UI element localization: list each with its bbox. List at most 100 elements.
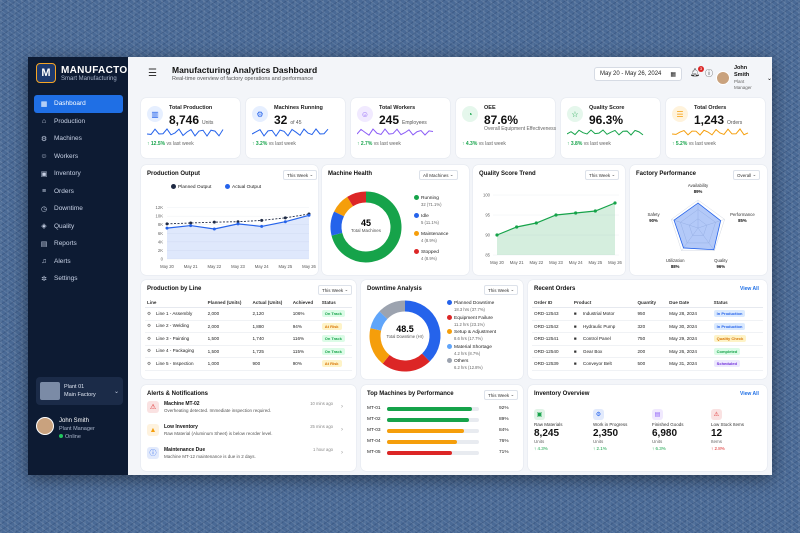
machine-filter-dropdown[interactable]: All Machines ⌄ — [419, 170, 458, 180]
data-point — [212, 220, 216, 224]
inventory-icon: ▣ — [534, 409, 545, 420]
product-icon: ■ — [573, 361, 577, 367]
data-point — [189, 221, 193, 225]
x-tick-label: May 23 — [549, 260, 563, 265]
machine-performance-row[interactable]: MT-01 92% — [367, 406, 509, 411]
help-icon[interactable]: ⓘ — [705, 69, 713, 78]
sidebar-item-production[interactable]: ⌂ Production — [34, 113, 123, 131]
kpi-card-total-orders[interactable]: ☰ Total Orders 1,243 Orders ↑ 5.2% vs last w… — [666, 98, 765, 158]
cell-value: Hydraulic Pump — [582, 323, 616, 329]
sidebar-item-reports[interactable]: ▤ Reports — [34, 235, 123, 253]
kpi-icon: ☆ — [567, 106, 583, 122]
sidebar-nav: ▦ Dashboard ⌂ Production ⚙ Machines ☺ Workers ▣ I… — [34, 95, 123, 288]
machine-performance-row[interactable]: MT-02 89% — [367, 417, 509, 422]
plant-selector[interactable]: Plant 01 Main Factory ⌄ — [36, 377, 123, 405]
hamburger-menu-icon[interactable]: ☰ — [148, 68, 157, 79]
sidebar: M MANUFACTO Smart Manufacturing ▦ Dashboa… — [28, 57, 128, 475]
sidebar-item-settings[interactable]: ✲ Settings — [34, 270, 123, 288]
radar-axis-label: Performance — [730, 212, 755, 217]
kpi-card-total-workers[interactable]: ☺ Total Workers 245 Employees ↑ 2.7% vs last… — [351, 98, 450, 158]
table-row[interactable]: ⚙ Line 5 - Inspection 1,000 900 90% At Risk — [145, 357, 352, 371]
user-role: Plant Manager — [59, 426, 95, 432]
alert-item[interactable]: ⚠ Machine MT-02 Overheating detected. Imme… — [147, 401, 347, 414]
kpi-unit: Orders — [727, 120, 743, 126]
kpi-label: Total Workers — [379, 105, 416, 111]
sidebar-item-label: Downtime — [54, 205, 83, 213]
period-dropdown[interactable]: This Week ⌄ — [318, 285, 353, 295]
alert-title: Low Inventory — [164, 424, 198, 430]
period-dropdown[interactable]: This Week ⌄ — [283, 170, 318, 180]
sidebar-user[interactable]: John Smith Plant Manager Online — [36, 417, 123, 442]
table-row[interactable]: ⚙ Line 2 - Welding 2,000 1,880 94% At Risk — [145, 320, 352, 333]
cell-value: 750 — [637, 336, 646, 342]
table-row[interactable]: ORD-12540 ■ Gear Box 200 May 26, 2024 Complet… — [532, 345, 763, 358]
kpi-card-oee[interactable]: ◔ OEE 87.6% Overall Equipment Effectiveness… — [456, 98, 556, 158]
view-all-inventory-link[interactable]: View All — [740, 391, 759, 397]
production-output-card: Production Output This Week ⌄ Planned Ou… — [141, 165, 318, 275]
inventory-value: 2,350 — [593, 428, 619, 439]
kpi-card-machines-running[interactable]: ⚙ Machines Running 32 of 45 ↑ 3.2% vs last w… — [246, 98, 345, 158]
sidebar-item-inventory[interactable]: ▣ Inventory — [34, 165, 123, 183]
sidebar-item-alerts[interactable]: ♫ Alerts — [34, 253, 123, 271]
data-point — [593, 209, 597, 213]
machine-performance-row[interactable]: MT-04 76% — [367, 439, 509, 444]
table-row[interactable]: ⚙ Line 1 - Assembly 2,000 2,120 106% On Track — [145, 307, 352, 321]
kpi-label: Total Production — [169, 105, 213, 111]
inventory-item[interactable]: ⚙ Work in Progress 2,350 Units ↑ 2.1% — [593, 409, 651, 451]
alert-item[interactable]: ▲ Low Inventory Raw Material (Aluminum She… — [147, 424, 347, 437]
radar-grid — [671, 199, 725, 251]
overall-dropdown[interactable]: Overall ⌄ — [733, 170, 761, 180]
inventory-item[interactable]: ⚠ Low Stock Items 12 Items ↑ 2.8% — [711, 409, 769, 451]
inventory-item[interactable]: ▣ Raw Materials 8,245 Units ↑ 4.3% — [534, 409, 592, 451]
machine-performance-row[interactable]: MT-05 71% — [367, 450, 509, 455]
bell-icon[interactable]: 🔔︎ — [690, 68, 701, 77]
period-dropdown[interactable]: This Week ⌄ — [585, 170, 620, 180]
kpi-card-quality-score[interactable]: ☆ Quality Score 96.3% ↑ 3.8% vs last week — [561, 98, 660, 158]
table-row[interactable]: ORD-12539 ■ Conveyor Belt 500 May 31, 2024 Sc… — [532, 357, 763, 371]
cell-value: 1,740 — [252, 336, 264, 342]
alert-time: 1 hour ago — [312, 447, 333, 452]
column-header: Order ID — [532, 298, 572, 308]
alert-item[interactable]: ⓘ Maintenance Due Machine MT-12 maintenanc… — [147, 447, 347, 460]
table-row[interactable]: ⚙ Line 4 - Packaging 1,500 1,725 115% On Trac… — [145, 345, 352, 358]
table-row[interactable]: ⚙ Line 3 - Painting 1,500 1,740 116% On Track — [145, 332, 352, 346]
table-row[interactable]: ORD-12543 ■ Industrial Motor 950 May 28, 202… — [532, 307, 763, 321]
sidebar-item-quality[interactable]: ◈ Quality — [34, 218, 123, 236]
date-range-picker[interactable]: May 20 - May 26, 2024 ▦ — [594, 67, 682, 81]
x-tick-label: May 24 — [569, 260, 583, 265]
inventory-card: Inventory Overview View All ▣ Raw Materia… — [528, 385, 767, 471]
kpi-sparkline — [252, 128, 329, 137]
kpi-label: Quality Score — [589, 105, 625, 111]
brand-logo[interactable]: M MANUFACTO Smart Manufacturing — [36, 63, 127, 83]
period-dropdown[interactable]: This Week ⌄ — [484, 285, 519, 295]
kpi-card-total-production[interactable]: ▥ Total Production 8,746 Units ↑ 12.5% vs la… — [141, 98, 240, 158]
cell-value: 94% — [292, 323, 302, 329]
table-row[interactable]: ORD-12541 ■ Control Panel 750 May 29, 2024 Qu… — [532, 332, 763, 346]
sidebar-item-downtime[interactable]: ◷ Downtime — [34, 200, 123, 218]
alert-title: Machine MT-02 — [164, 401, 200, 407]
table-row[interactable]: ORD-12542 ■ Hydraulic Pump 320 May 30, 2024 I… — [532, 320, 763, 333]
machine-performance-row[interactable]: MT-03 84% — [367, 428, 509, 433]
machine-icon: ⚙ — [40, 135, 48, 143]
sidebar-item-machines[interactable]: ⚙ Machines — [34, 130, 123, 148]
view-all-orders-link[interactable]: View All — [740, 286, 759, 292]
radar-axis-value: 96% — [717, 264, 726, 269]
cell-value: ORD-12541 — [534, 336, 559, 342]
machine-health-card: Machine Health All Machines ⌄ 45 Total M… — [322, 165, 469, 275]
column-header: Achieved — [290, 298, 320, 308]
header-user[interactable]: John Smith Plant Manager ⌄ — [716, 65, 772, 91]
product-icon: ■ — [573, 323, 577, 329]
sidebar-item-dashboard[interactable]: ▦ Dashboard — [34, 95, 123, 113]
kpi-sparkline — [147, 128, 224, 137]
data-point — [165, 222, 169, 226]
sidebar-item-workers[interactable]: ☺ Workers — [34, 148, 123, 166]
kpi-icon: ⚙ — [252, 106, 268, 122]
sidebar-item-orders[interactable]: ≡ Orders — [34, 183, 123, 201]
status-badge: At Risk — [321, 360, 342, 368]
period-dropdown[interactable]: This Week ⌄ — [484, 390, 519, 400]
inventory-item[interactable]: ▤ Finished Goods 6,980 Units ↑ 6.3% — [652, 409, 710, 451]
legend-item: Maintenance 4 (8.9%) — [414, 231, 448, 245]
card-title: Factory Performance — [636, 171, 697, 177]
factory-icon: ⌂ — [41, 117, 47, 125]
